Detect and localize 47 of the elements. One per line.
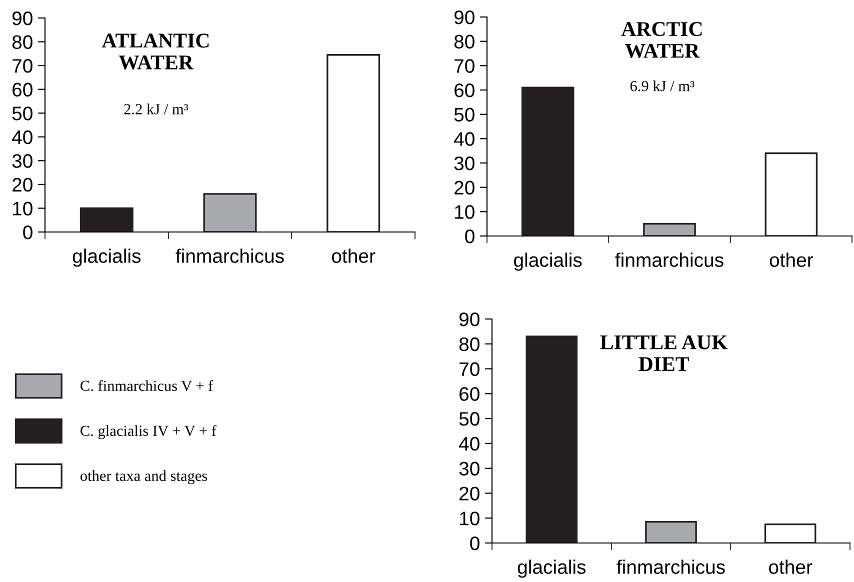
legend-label: C. finmarchicus V + f [80,380,214,392]
y-tick-label: 40 [454,132,474,146]
y-tick-label: 0 [465,229,474,244]
y-tick-label: 20 [12,178,32,192]
y-tick-label: 40 [459,436,480,451]
y-tick-label: 20 [460,486,480,500]
text: ARCTIC WATER [621,22,702,58]
y-tick-label: 70 [454,59,474,73]
y-tick-label: 80 [12,35,32,50]
y-tick-label: 50 [459,412,480,426]
y-tick-label: 60 [460,387,480,401]
legend-label: C. glacialis IV + V + f [80,425,216,440]
y-tick-label: 30 [12,154,32,168]
x-tick-label: finmarchicus [176,248,284,263]
y-tick-label: 50 [12,106,32,120]
y-tick-label: 30 [459,462,480,476]
y-tick-label: 30 [454,156,474,170]
y-tick-label: 80 [459,337,480,352]
y-tick-label: 60 [12,82,32,97]
y-tick-label: 20 [454,180,474,195]
y-tick-label: 0 [23,225,32,240]
x-tick-label: finmarchicus [616,560,725,574]
y-tick-label: 10 [455,205,474,219]
y-tick-label: 10 [460,512,480,526]
y-tick-label: 40 [12,130,32,144]
x-tick-label: glacialis [514,252,582,271]
text: LITTLE AUK DIET [600,335,728,371]
legend-label: other taxa and stages [80,470,208,484]
y-tick-label: 70 [460,362,480,376]
text: 2.2 kJ / m³ [124,104,188,114]
text: 6.9 kJ / m³ [630,80,694,92]
x-tick-label: glacialis [518,560,586,578]
y-tick-label: 50 [454,108,474,122]
x-tick-label: finmarchicus [615,252,724,267]
x-tick-label: other [770,252,814,267]
y-tick-label: 0 [470,536,480,550]
y-tick-label: 60 [454,83,474,98]
y-tick-label: 90 [459,312,480,326]
y-tick-label: 90 [454,10,474,24]
y-tick-label: 90 [12,11,32,26]
y-tick-label: 80 [454,34,474,49]
y-tick-label: 10 [13,202,32,216]
x-tick-label: other [768,560,812,574]
x-tick-label: other [332,248,376,263]
x-tick-label: glacialis [72,248,141,267]
y-tick-label: 70 [12,59,32,73]
text: ATLANTIC WATER [102,34,209,70]
